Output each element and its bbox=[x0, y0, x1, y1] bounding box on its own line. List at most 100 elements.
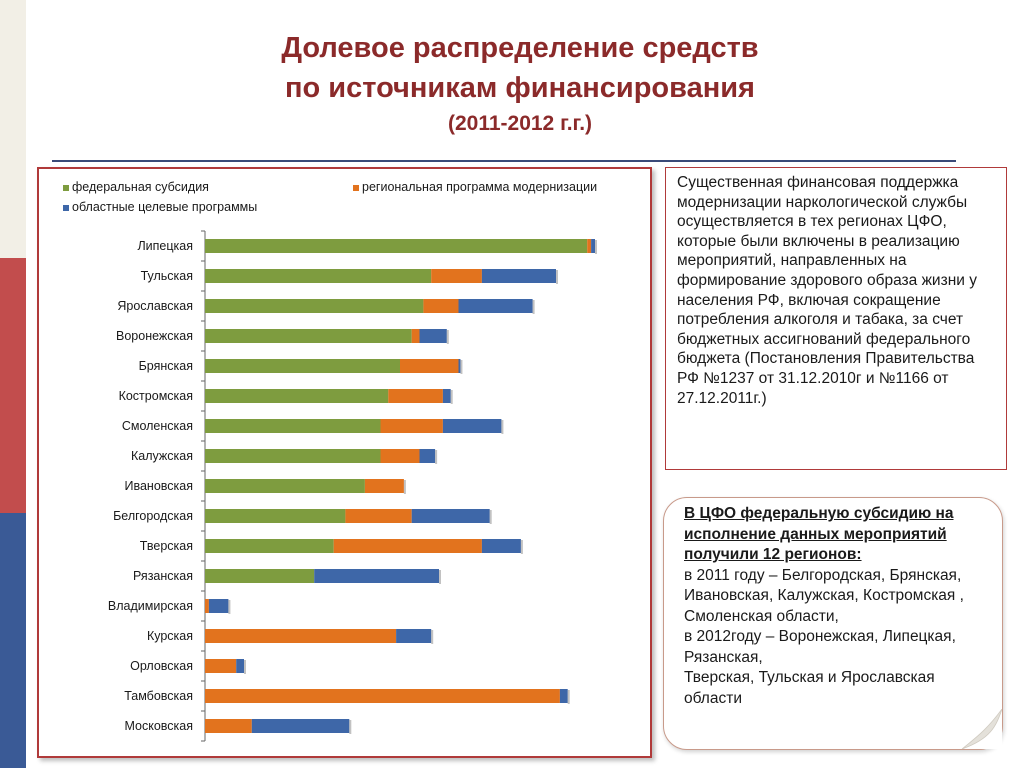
bar-segment-2 bbox=[591, 239, 595, 253]
bar-segment-2 bbox=[559, 689, 568, 703]
bar-segment-1 bbox=[411, 329, 420, 343]
bar-segment-0 bbox=[205, 569, 315, 583]
bar-segment-0 bbox=[205, 359, 400, 373]
bar-segment-2 bbox=[458, 359, 461, 373]
bar-segment-1 bbox=[205, 719, 252, 733]
category-label: Орловская bbox=[130, 659, 193, 673]
legend-swatch-2 bbox=[63, 205, 69, 211]
decor-stripe-beige bbox=[0, 0, 26, 258]
bar-segment-1 bbox=[431, 269, 482, 283]
info-text: Существенная финансовая поддержка модерн… bbox=[677, 174, 977, 407]
bar-segment-1 bbox=[423, 299, 459, 313]
bar-segment-2 bbox=[208, 599, 229, 613]
category-label: Тверская bbox=[140, 539, 193, 553]
bar-segment-1 bbox=[587, 239, 592, 253]
bar-shadow bbox=[489, 510, 492, 524]
bar-shadow bbox=[567, 690, 570, 704]
bar-segment-1 bbox=[380, 449, 420, 463]
bar-segment-2 bbox=[396, 629, 432, 643]
note-line-regions: Тверская, Тульская и Ярославская области bbox=[684, 669, 935, 707]
bar-shadow bbox=[595, 240, 597, 254]
page-curl-icon bbox=[961, 709, 1002, 749]
category-label: Смоленская bbox=[122, 419, 193, 433]
bar-shadow bbox=[244, 660, 246, 674]
bar-segment-2 bbox=[442, 419, 502, 433]
category-label: Липецкая bbox=[137, 239, 193, 253]
category-label: Ярославская bbox=[117, 299, 193, 313]
bar-shadow bbox=[435, 450, 438, 464]
note-line-2011: в 2011 году – Белгородская, Брянская, Ив… bbox=[684, 566, 964, 625]
category-label: Белгородская bbox=[113, 509, 193, 523]
bar-shadow bbox=[439, 570, 441, 584]
bar-segment-1 bbox=[345, 509, 412, 523]
bar-segment-0 bbox=[205, 329, 412, 343]
bar-segment-0 bbox=[205, 299, 424, 313]
bar-segment-1 bbox=[333, 539, 482, 553]
bar-shadow bbox=[532, 300, 535, 314]
category-label: Воронежская bbox=[116, 329, 193, 343]
category-label: Курская bbox=[147, 629, 193, 643]
slide-title-years: (2011-2012 г.г.) bbox=[447, 112, 593, 135]
info-box: Существенная финансовая поддержка модерн… bbox=[665, 167, 1007, 470]
bar-segment-1 bbox=[400, 359, 459, 373]
category-label: Тамбовская bbox=[124, 689, 193, 703]
bar-segment-0 bbox=[205, 479, 365, 493]
bar-segment-2 bbox=[481, 269, 556, 283]
bar-segment-1 bbox=[380, 419, 443, 433]
category-label: Ивановская bbox=[124, 479, 193, 493]
note-line-2012: в 2012году – Воронежская, Липецкая, Ряза… bbox=[684, 628, 956, 666]
bar-segment-1 bbox=[205, 659, 237, 673]
bar-shadow bbox=[520, 540, 523, 554]
bar-shadow bbox=[556, 270, 558, 284]
bar-segment-2 bbox=[458, 299, 533, 313]
bar-shadow bbox=[349, 720, 352, 734]
category-label: Калужская bbox=[131, 449, 193, 463]
bar-segment-0 bbox=[205, 389, 389, 403]
note-heading: В ЦФО федеральную субсидию на исполнение… bbox=[684, 505, 954, 563]
legend-swatch-1 bbox=[353, 185, 359, 191]
bar-segment-1 bbox=[205, 689, 560, 703]
bar-segment-0 bbox=[205, 419, 381, 433]
bar-segment-1 bbox=[364, 479, 404, 493]
category-label: Владимирская bbox=[108, 599, 193, 613]
category-label: Рязанская bbox=[133, 569, 193, 583]
decor-stripe-blue bbox=[0, 513, 26, 768]
bar-segment-2 bbox=[314, 569, 439, 583]
slide-title-line1: Долевое распределение средств bbox=[281, 32, 759, 64]
bar-shadow bbox=[501, 420, 504, 434]
category-label: Костромская bbox=[119, 389, 193, 403]
bar-shadow bbox=[431, 630, 434, 644]
bar-segment-1 bbox=[205, 629, 397, 643]
bar-segment-0 bbox=[205, 509, 346, 523]
slide-title-line2: по источникам финансирования bbox=[285, 72, 755, 104]
stacked-bar-chart: федеральная субсидия региональная програм… bbox=[63, 180, 597, 742]
chart-panel: федеральная субсидия региональная програм… bbox=[37, 167, 652, 758]
bar-segment-0 bbox=[205, 269, 432, 283]
bar-segment-0 bbox=[205, 239, 588, 253]
bar-shadow bbox=[450, 390, 453, 404]
bar-shadow bbox=[460, 360, 463, 374]
bar-segment-2 bbox=[411, 509, 490, 523]
bar-segment-2 bbox=[236, 659, 244, 673]
legend-swatch-0 bbox=[63, 185, 69, 191]
category-label: Брянская bbox=[139, 359, 193, 373]
bar-segment-1 bbox=[205, 599, 209, 613]
bar-shadow bbox=[403, 480, 406, 494]
category-label: Московская bbox=[124, 719, 193, 733]
title-divider bbox=[52, 160, 956, 162]
decor-stripe-red bbox=[0, 258, 26, 513]
bar-segment-0 bbox=[205, 539, 334, 553]
legend-label-2: областные целевые программы bbox=[72, 200, 257, 214]
bar-segment-2 bbox=[442, 389, 451, 403]
bar-segment-2 bbox=[419, 329, 447, 343]
bar-segment-0 bbox=[205, 449, 381, 463]
note-box: В ЦФО федеральную субсидию на исполнение… bbox=[663, 497, 1003, 750]
bar-segment-2 bbox=[251, 719, 350, 733]
bar-shadow bbox=[446, 330, 449, 344]
legend-label-1: региональная программа модернизации bbox=[362, 180, 597, 194]
category-label: Тульская bbox=[141, 269, 193, 283]
bar-segment-1 bbox=[388, 389, 443, 403]
bar-shadow bbox=[228, 600, 231, 614]
legend-label-0: федеральная субсидия bbox=[72, 180, 209, 194]
bar-segment-2 bbox=[481, 539, 521, 553]
